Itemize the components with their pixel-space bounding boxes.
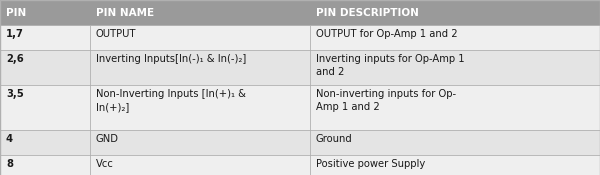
Text: OUTPUT for Op-Amp 1 and 2: OUTPUT for Op-Amp 1 and 2 <box>316 29 458 39</box>
Bar <box>0 130 600 155</box>
Text: OUTPUT: OUTPUT <box>96 29 137 39</box>
Text: Ground: Ground <box>316 134 353 144</box>
Bar <box>0 25 600 50</box>
Text: Non-Inverting Inputs [In(+)₁ &
In(+)₂]: Non-Inverting Inputs [In(+)₁ & In(+)₂] <box>96 89 246 112</box>
Text: GND: GND <box>96 134 119 144</box>
Bar <box>0 0 600 25</box>
Text: PIN NAME: PIN NAME <box>96 8 154 18</box>
Text: Non-inverting inputs for Op-
Amp 1 and 2: Non-inverting inputs for Op- Amp 1 and 2 <box>316 89 456 112</box>
Text: Positive power Supply: Positive power Supply <box>316 159 425 169</box>
Text: 2,6: 2,6 <box>6 54 24 64</box>
Bar <box>0 155 600 175</box>
Bar <box>0 50 600 85</box>
Text: 1,7: 1,7 <box>6 29 24 39</box>
Text: 3,5: 3,5 <box>6 89 24 99</box>
Text: PIN DESCRIPTION: PIN DESCRIPTION <box>316 8 419 18</box>
Text: Inverting inputs for Op-Amp 1
and 2: Inverting inputs for Op-Amp 1 and 2 <box>316 54 464 77</box>
Text: 4: 4 <box>6 134 13 144</box>
Text: 8: 8 <box>6 159 13 169</box>
Text: Vcc: Vcc <box>96 159 114 169</box>
Bar <box>0 85 600 130</box>
Text: PIN: PIN <box>6 8 26 18</box>
Text: Inverting Inputs[In(-)₁ & In(-)₂]: Inverting Inputs[In(-)₁ & In(-)₂] <box>96 54 246 64</box>
